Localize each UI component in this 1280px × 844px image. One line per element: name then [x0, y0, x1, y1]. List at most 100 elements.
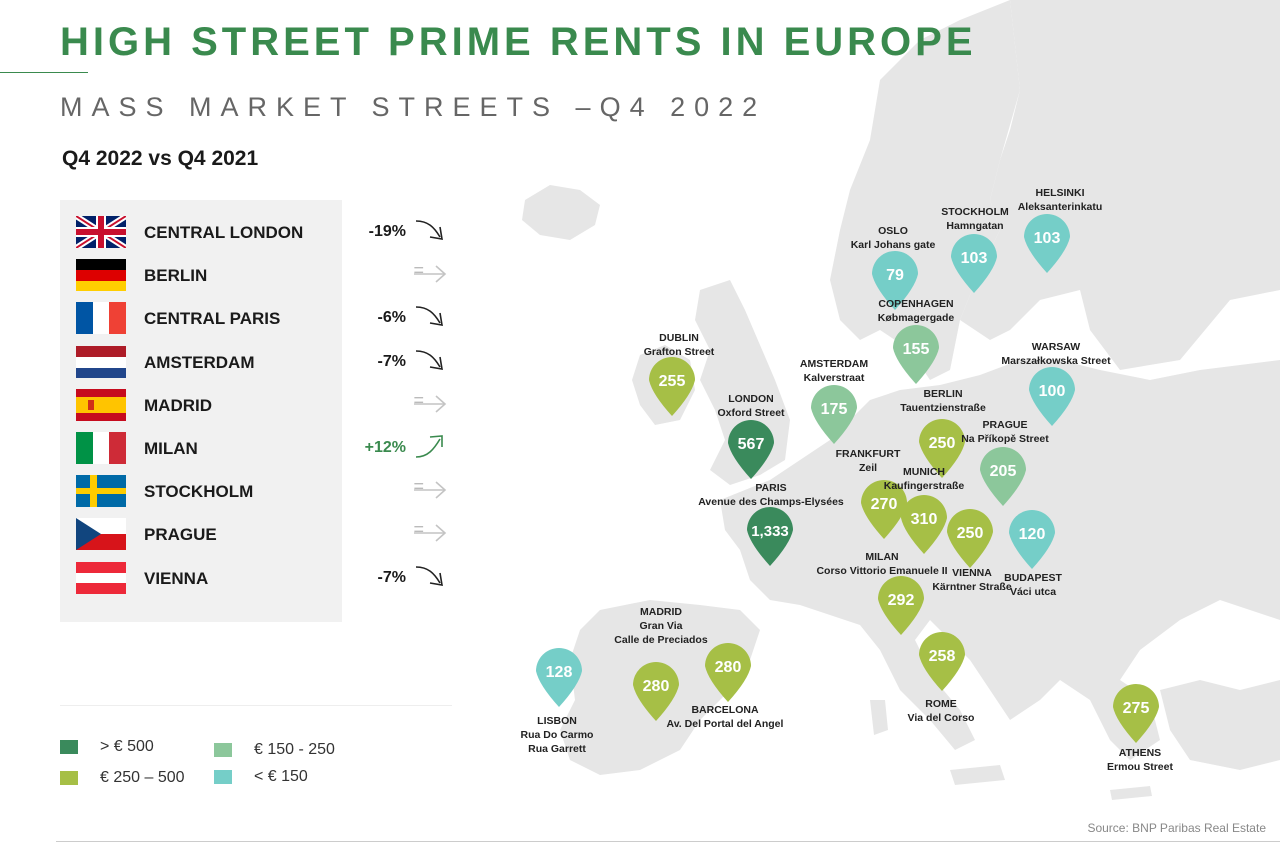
pin-label-munich: MUNICH Kaufingerstraße	[884, 465, 965, 493]
pin-street-name: Corso Vittorio Emanuele II	[816, 565, 948, 577]
austria-flag-icon	[76, 561, 126, 594]
pin-label-dublin: DUBLIN Grafton Street	[644, 331, 715, 359]
pin-marker	[633, 662, 679, 721]
spain-flag-icon	[76, 388, 126, 421]
title-divider	[0, 72, 88, 73]
map-pin-stockholm: 103	[951, 234, 997, 293]
legend-swatch-olive	[60, 770, 78, 785]
pin-rent-value: 175	[821, 401, 848, 418]
pin-city-name: WARSAW	[1031, 341, 1081, 353]
pin-marker	[728, 420, 774, 479]
map-pin-frankfurt: 270	[861, 480, 907, 539]
pin-city-name: PARIS	[755, 482, 787, 494]
map-pin-athens: 275	[1113, 684, 1159, 743]
map-pin-munich: 310	[901, 495, 947, 554]
map-pin-london: 567	[728, 420, 774, 479]
city-name: CENTRAL LONDON	[144, 223, 304, 242]
source-note: Source: BNP Paribas Real Estate	[1087, 821, 1266, 835]
rent-change-value: -7%	[377, 352, 406, 370]
comparison-heading: Q4 2022 vs Q4 2021	[62, 147, 259, 170]
pin-city-name: MILAN	[865, 551, 899, 563]
rent-change-value: -19%	[368, 223, 406, 240]
pin-label-athens: ATHENS Ermou Street	[1107, 746, 1173, 774]
pin-city-name: AMSTERDAM	[799, 358, 869, 370]
legend-swatch-teal	[214, 769, 232, 784]
pin-label-frankfurt: FRANKFURT Zeil	[836, 447, 901, 475]
pin-marker	[747, 507, 793, 566]
pin-rent-value: 567	[738, 436, 765, 453]
pin-rent-value: 128	[546, 664, 573, 681]
pin-marker	[893, 325, 939, 384]
pin-street-name: Rua Do Carmo Rua Garrett	[520, 729, 594, 755]
pin-city-name: MUNICH	[903, 466, 945, 478]
pin-rent-value: 250	[929, 435, 956, 452]
pin-street-name: Ermou Street	[1107, 761, 1173, 773]
pin-marker	[811, 385, 857, 444]
pin-marker	[705, 643, 751, 702]
pin-label-barcelona: BARCELONA Av. Del Portal del Angel	[667, 703, 784, 731]
pin-label-rome: ROME Via del Corso	[908, 697, 975, 725]
rent-change-value: -7%	[377, 568, 406, 586]
trend-down-arrow-icon	[412, 561, 448, 591]
pin-street-name: Av. Del Portal del Angel	[666, 718, 784, 730]
legend-item-150-250: € 150 - 250	[214, 741, 335, 759]
pin-label-oslo: OSLO Karl Johans gate	[851, 224, 936, 252]
map-pin-vienna: 250	[947, 509, 993, 568]
pin-city-name: ATHENS	[1118, 747, 1162, 759]
pin-label-stockholm: STOCKHOLM Hamngatan	[941, 205, 1008, 233]
pin-label-berlin: BERLIN Tauentzienstraße	[900, 387, 986, 415]
pin-marker	[878, 576, 924, 635]
map-pin-copenhagen: 155	[893, 325, 939, 384]
pin-city-name: FRANKFURT	[835, 448, 901, 460]
map-pin-madrid: 280	[633, 662, 679, 721]
pin-city-name: OSLO	[878, 225, 908, 237]
table-row: AMSTERDAM -7%	[60, 343, 452, 386]
pin-rent-value: 255	[659, 373, 686, 390]
pin-street-name: Gran Via Calle de Preciados	[614, 620, 708, 646]
pin-marker	[980, 447, 1026, 506]
table-row: MADRID =	[60, 386, 452, 429]
pin-label-lisbon: LISBON Rua Do Carmo Rua Garrett	[521, 714, 594, 756]
map-pin-lisbon: 128	[536, 648, 582, 707]
pin-street-name: Via del Corso	[907, 712, 975, 724]
pin-label-budapest: BUDAPEST Váci utca	[1004, 571, 1062, 599]
table-row: MILAN +12%	[60, 429, 452, 472]
trend-flat-arrow-icon	[412, 517, 448, 547]
pin-label-paris: PARIS Avenue des Champs-Elysées	[698, 481, 844, 509]
pin-marker	[872, 251, 918, 310]
city-name: MILAN	[144, 439, 198, 458]
pin-marker	[861, 480, 907, 539]
pin-street-name: Oxford Street	[717, 407, 785, 419]
trend-flat-arrow-icon	[412, 474, 448, 504]
czech-flag-icon	[76, 518, 126, 551]
pin-rent-value: 280	[643, 678, 670, 695]
page-title: HIGH STREET PRIME RENTS IN EUROPE	[60, 20, 977, 64]
pin-street-name: Marszałkowska Street	[1001, 355, 1111, 367]
table-row: CENTRAL LONDON -19%	[60, 213, 452, 256]
table-row: PRAGUE =	[60, 515, 452, 558]
rent-change-value: =	[413, 519, 424, 540]
trend-down-arrow-icon	[412, 345, 448, 375]
trend-flat-arrow-icon	[412, 258, 448, 288]
map-pin-paris: 1,333	[747, 507, 793, 566]
legend-swatch-light-green	[214, 742, 232, 757]
legend-item-over-500: > € 500	[60, 738, 154, 756]
pin-rent-value: 270	[871, 496, 898, 513]
pin-city-name: ROME	[925, 698, 957, 710]
pin-city-name: LISBON	[537, 715, 577, 727]
map-pin-warsaw: 100	[1029, 367, 1075, 426]
rent-change-column	[342, 200, 452, 622]
pin-city-name: BARCELONA	[691, 704, 759, 716]
pin-rent-value: 250	[957, 525, 984, 542]
table-row: BERLIN =	[60, 256, 452, 299]
pin-label-milan: MILAN Corso Vittorio Emanuele II	[816, 550, 947, 578]
pin-rent-value: 120	[1019, 526, 1046, 543]
pin-city-name: VIENNA	[952, 567, 992, 579]
pin-label-helsinki: HELSINKI Aleksanterinkatu	[1018, 186, 1103, 214]
rent-change-value: -6%	[377, 309, 406, 327]
pin-city-name: PRAGUE	[982, 419, 1028, 431]
pin-street-name: Karl Johans gate	[850, 239, 936, 251]
trend-up-arrow-icon	[412, 431, 448, 461]
pin-label-vienna: VIENNA Kärntner Straße	[932, 566, 1011, 594]
pin-marker	[1113, 684, 1159, 743]
